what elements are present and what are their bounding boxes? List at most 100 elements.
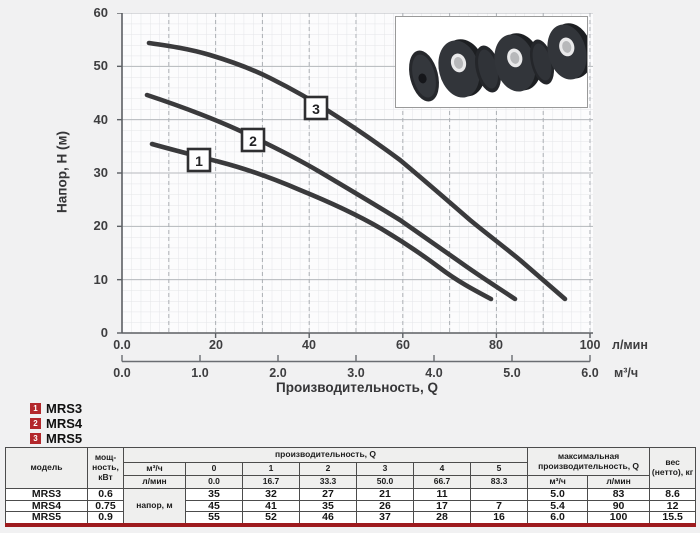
cell-max-lmin: 83: [587, 488, 651, 501]
axis-tick-marks: [117, 13, 591, 338]
cell-head-2: 27: [299, 488, 357, 501]
col-header-weight: вес (нетто), кг: [649, 447, 697, 489]
x-m3h-tick-5: 5.0: [503, 366, 521, 380]
y-tick-10: 10: [93, 272, 108, 287]
cell-head-0: 45: [185, 499, 243, 512]
flow-col-5: 5: [469, 462, 529, 476]
col-header-performance: производительность, Q: [122, 447, 529, 463]
cell-model: MRS5: [5, 511, 88, 525]
cell-head-1: 41: [242, 499, 300, 512]
x-m3h-tick-2: 2.0: [269, 366, 287, 380]
x-lmin-tick-20: 20: [209, 338, 223, 352]
table-row-mrs5: MRS5 0.9 55 52 46 37 28 16 6.0 100 15.5: [5, 511, 697, 525]
major-horizontal-gridlines: [122, 13, 593, 281]
x-lmin-tick-60: 60: [396, 338, 410, 352]
cell-head-4: 17: [413, 499, 471, 512]
impellers-inset-image: [395, 16, 593, 108]
impellers-illustration: [409, 23, 593, 102]
max-subheader-lmin: л/мин: [587, 475, 651, 489]
subheader-m3h: м³/ч: [123, 462, 186, 476]
y-tick-40: 40: [93, 112, 108, 127]
max-subheader-m3h: м³/ч: [527, 475, 589, 489]
cell-model: MRS3: [5, 488, 88, 501]
curve-label-1: 1: [186, 147, 212, 173]
cell-weight: 8.6: [649, 488, 697, 501]
cell-head-2: 35: [299, 499, 357, 512]
spec-table: модель мощ-ность, кВт производительность…: [5, 447, 697, 527]
x-m3h-tick-3: 3.0: [347, 366, 365, 380]
cell-head-1: 52: [242, 511, 300, 525]
cell-head-0: 55: [185, 511, 243, 525]
table-row-mrs3: MRS3 0.6 напор, м 35 32 27 21 11 5.0 83 …: [5, 488, 697, 525]
x-lmin-unit: л/мин: [612, 338, 648, 352]
cell-head-5: [469, 488, 529, 501]
flow-lmin-4: 66.7: [413, 475, 471, 489]
flow-col-1: 1: [242, 462, 300, 476]
cell-head-5: 16: [469, 511, 529, 525]
flow-lmin-2: 33.3: [299, 475, 357, 489]
curve-mrs5: [146, 40, 568, 302]
x-m3h-tick-1: 1.0: [191, 366, 209, 380]
legend: 1 MRS3 2 MRS4 3 MRS5: [30, 401, 82, 446]
cell-head-0: 35: [185, 488, 243, 501]
cell-head-label: напор, м: [123, 488, 186, 525]
x-lmin-tick-100: 100: [579, 338, 601, 352]
cell-max-lmin: 90: [587, 499, 651, 512]
y-tick-0: 0: [100, 325, 108, 340]
legend-item-mrs3: 1 MRS3: [30, 401, 82, 416]
legend-marker-1: 1: [30, 403, 41, 414]
x-m3h-tick-4: 4.0: [425, 366, 443, 380]
x-lmin-tick-0: 0.0: [113, 338, 131, 352]
cell-head-3: 21: [356, 488, 414, 501]
cell-weight: 12: [649, 499, 697, 512]
legend-label-mrs4: MRS4: [46, 416, 83, 431]
curve-mrs3: [149, 141, 494, 302]
legend-item-mrs4: 2 MRS4: [30, 416, 82, 431]
cell-weight: 15.5: [649, 511, 697, 525]
curve-label-3-text: 3: [312, 101, 320, 117]
table-row-mrs4: MRS4 0.75 45 41 35 26 17 7 5.4 90 12: [5, 499, 697, 512]
x-m3h-ruler: [121, 355, 591, 363]
cell-max-m3h: 5.0: [527, 488, 589, 501]
curve-mrs4: [144, 92, 518, 302]
y-tick-30: 30: [93, 165, 108, 180]
col-header-power: мощ-ность, кВт: [87, 447, 124, 489]
flow-col-0: 0: [185, 462, 243, 476]
legend-marker-2: 2: [30, 418, 41, 429]
col-header-model: модель: [5, 447, 88, 489]
cell-head-4: 28: [413, 511, 471, 525]
subheader-lmin: л/мин: [123, 475, 186, 489]
cell-head-1: 32: [242, 488, 300, 501]
flow-col-2: 2: [299, 462, 357, 476]
y-tick-20: 20: [93, 218, 108, 233]
x-m3h-unit: м³/ч: [614, 366, 639, 380]
x-lmin-tick-80: 80: [489, 338, 503, 352]
cell-power: 0.9: [87, 511, 124, 525]
cell-max-m3h: 6.0: [527, 511, 589, 525]
x-axis-title: Производительность, Q: [276, 380, 438, 395]
cell-power: 0.6: [87, 488, 124, 501]
col-header-max-performance: максимальная производительность, Q: [527, 447, 651, 476]
flow-col-4: 4: [413, 462, 471, 476]
cell-head-3: 37: [356, 511, 414, 525]
legend-label-mrs5: MRS5: [46, 431, 83, 446]
flow-lmin-0: 0.0: [185, 475, 243, 489]
curve-label-3: 3: [303, 95, 329, 121]
curve-label-2-text: 2: [249, 133, 257, 149]
y-axis-title: Напор, Н (м): [54, 131, 70, 213]
cell-power: 0.75: [87, 499, 124, 512]
x-m3h-tick-0: 0.0: [113, 366, 131, 380]
legend-label-mrs3: MRS3: [46, 401, 83, 416]
cell-head-2: 46: [299, 511, 357, 525]
legend-item-mrs5: 3 MRS5: [30, 431, 82, 446]
cell-head-4: 11: [413, 488, 471, 501]
flow-lmin-3: 50.0: [356, 475, 414, 489]
cell-max-lmin: 100: [587, 511, 651, 525]
curve-label-1-text: 1: [195, 153, 203, 169]
legend-marker-3: 3: [30, 433, 41, 444]
x-m3h-tick-6: 6.0: [581, 366, 599, 380]
y-tick-60: 60: [93, 5, 108, 20]
flow-lmin-1: 16.7: [242, 475, 300, 489]
cell-max-m3h: 5.4: [527, 499, 589, 512]
